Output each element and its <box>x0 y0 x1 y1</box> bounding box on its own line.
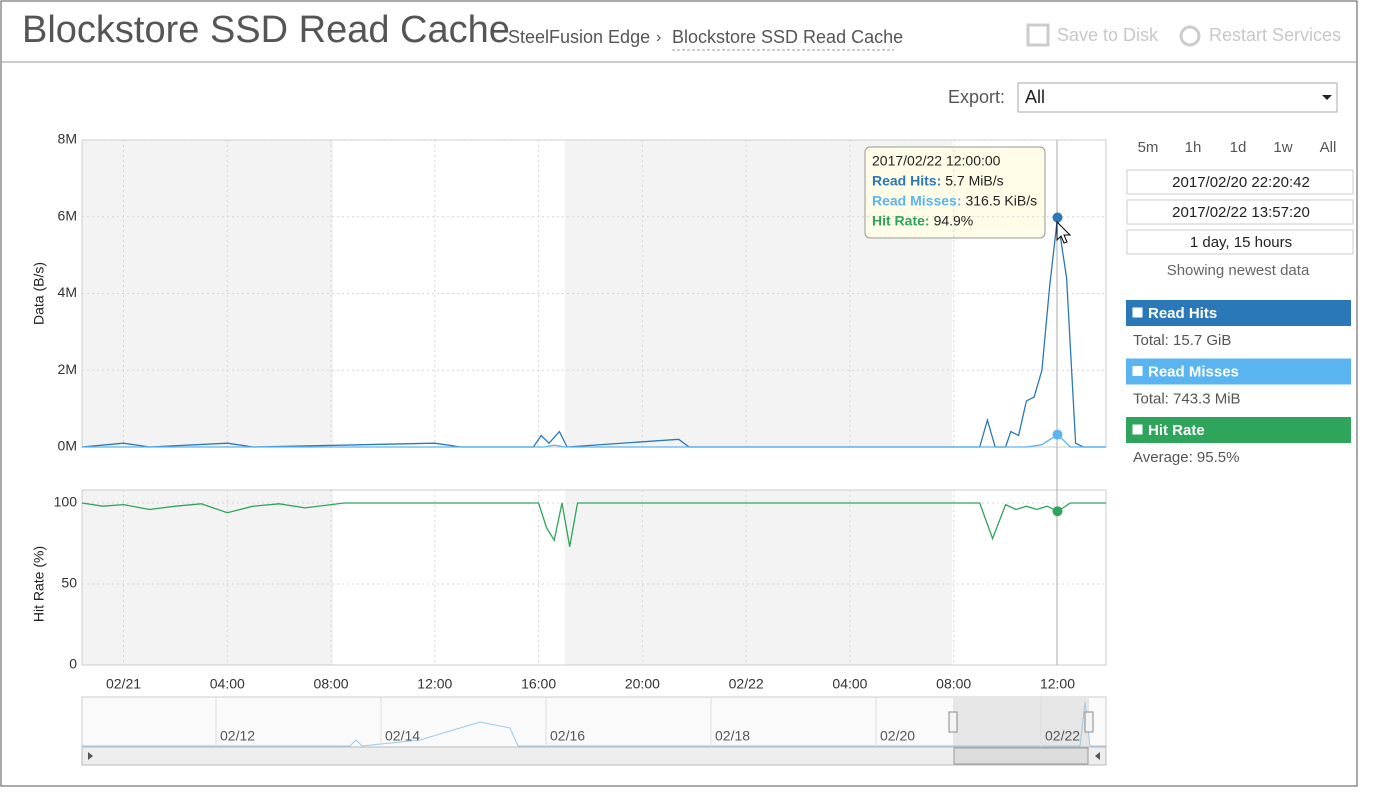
scroll-left[interactable] <box>88 752 93 760</box>
breadcrumb-link[interactable]: SteelFusion Edge <box>508 27 650 47</box>
legend-toggle[interactable] <box>1126 300 1351 326</box>
range-button[interactable]: 1d <box>1230 139 1247 156</box>
x-tick-label: 08:00 <box>314 676 349 692</box>
tooltip-time: 2017/02/22 12:00:00 <box>872 153 1001 169</box>
legend-summary: Average: 95.5% <box>1133 449 1239 466</box>
legend-name: Hit Rate <box>1148 422 1205 439</box>
legend-toggle[interactable] <box>1126 417 1351 443</box>
range-note: Showing newest data <box>1167 262 1310 279</box>
x-tick-label: 04:00 <box>832 676 867 692</box>
hover-point <box>1052 506 1063 517</box>
tooltip <box>864 146 1046 239</box>
range-box[interactable] <box>1126 229 1354 255</box>
range-box[interactable] <box>1126 169 1354 195</box>
y-tick-label: 100 <box>54 494 78 510</box>
x-tick-label: 12:00 <box>1040 676 1075 692</box>
breadcrumb-separator: › <box>656 29 661 46</box>
mouse-cursor <box>1056 220 1072 244</box>
y-tick-label: 6M <box>58 207 77 223</box>
y-tick-label: 0M <box>58 438 77 454</box>
range-button[interactable]: 1h <box>1185 139 1202 156</box>
y-axis-label: Hit Rate (%) <box>31 546 47 622</box>
legend-toggle[interactable] <box>1126 358 1351 385</box>
x-tick-label: 04:00 <box>210 676 245 692</box>
tooltip-value: 5.7 MiB/s <box>945 173 1003 189</box>
navigator-label: 02/12 <box>220 728 255 744</box>
breadcrumb-current: Blockstore SSD Read Cache <box>672 27 903 47</box>
navigator-label: 02/16 <box>550 728 585 744</box>
export-select[interactable] <box>1017 82 1338 113</box>
navigator-handle[interactable] <box>1084 711 1094 733</box>
legend-summary: Total: 15.7 GiB <box>1133 332 1231 349</box>
band <box>565 490 952 665</box>
navigator-label: 02/22 <box>1045 728 1080 744</box>
y-tick-label: 4M <box>58 284 77 300</box>
range-button[interactable]: All <box>1320 139 1337 156</box>
x-tick-label: 16:00 <box>521 676 556 692</box>
hover-point <box>1052 429 1063 440</box>
y-tick-label: 0 <box>69 656 77 672</box>
y-axis-label: Data (B/s) <box>31 262 47 325</box>
plot-frame <box>81 489 1107 666</box>
dropdown-arrow <box>1322 95 1332 100</box>
restart-button[interactable]: Restart Services <box>1209 25 1341 45</box>
range-start: 2017/02/20 22:20:42 <box>1172 174 1310 191</box>
navigator-line <box>82 701 1106 747</box>
restart-icon <box>1179 25 1201 47</box>
navigator-label: 02/20 <box>880 728 915 744</box>
range-button[interactable]: 5m <box>1138 139 1159 156</box>
legend-name: Read Misses <box>1148 363 1239 380</box>
series-line <box>81 502 1106 547</box>
tooltip-value: 316.5 KiB/s <box>965 193 1037 209</box>
x-tick-label: 02/21 <box>106 676 141 692</box>
range-button[interactable]: 1w <box>1273 139 1292 156</box>
legend-checkbox <box>1132 424 1143 435</box>
save-button[interactable]: Save to Disk <box>1057 25 1159 45</box>
x-tick-label: 12:00 <box>417 676 452 692</box>
range-end: 2017/02/22 13:57:20 <box>1172 204 1310 221</box>
export-value: All <box>1025 87 1045 107</box>
tooltip-label: Read Hits: <box>872 173 941 189</box>
legend-summary: Total: 743.3 MiB <box>1133 390 1241 407</box>
x-tick-label: 02/22 <box>729 676 764 692</box>
scroll-right[interactable] <box>1095 752 1100 760</box>
page-title: Blockstore SSD Read Cache <box>22 9 510 51</box>
scrollbar-thumb[interactable] <box>953 747 1089 765</box>
navigator[interactable] <box>81 696 1107 748</box>
band <box>82 490 333 665</box>
legend-checkbox <box>1132 307 1143 318</box>
series-line <box>82 433 1106 448</box>
x-tick-label: 08:00 <box>936 676 971 692</box>
y-tick-label: 8M <box>58 131 77 147</box>
export-label: Export: <box>948 87 1005 107</box>
tooltip-label: Read Misses: <box>872 193 961 209</box>
navigator-window[interactable] <box>953 697 1089 747</box>
y-tick-label: 2M <box>58 361 77 377</box>
range-box[interactable] <box>1126 199 1354 225</box>
legend-name: Read Hits <box>1148 305 1217 322</box>
navigator-label: 02/14 <box>385 728 420 744</box>
navigator-label: 02/18 <box>715 728 750 744</box>
range-duration: 1 day, 15 hours <box>1190 234 1292 251</box>
legend-checkbox <box>1132 366 1143 376</box>
tooltip-value: 94.9% <box>934 213 974 229</box>
y-tick-label: 50 <box>61 575 77 591</box>
tooltip-label: Hit Rate: <box>872 213 930 229</box>
navigator-handle[interactable] <box>948 711 958 733</box>
hover-point <box>1052 212 1063 223</box>
save-icon <box>1026 23 1050 47</box>
x-tick-label: 20:00 <box>625 676 660 692</box>
scrollbar[interactable] <box>81 746 1107 766</box>
